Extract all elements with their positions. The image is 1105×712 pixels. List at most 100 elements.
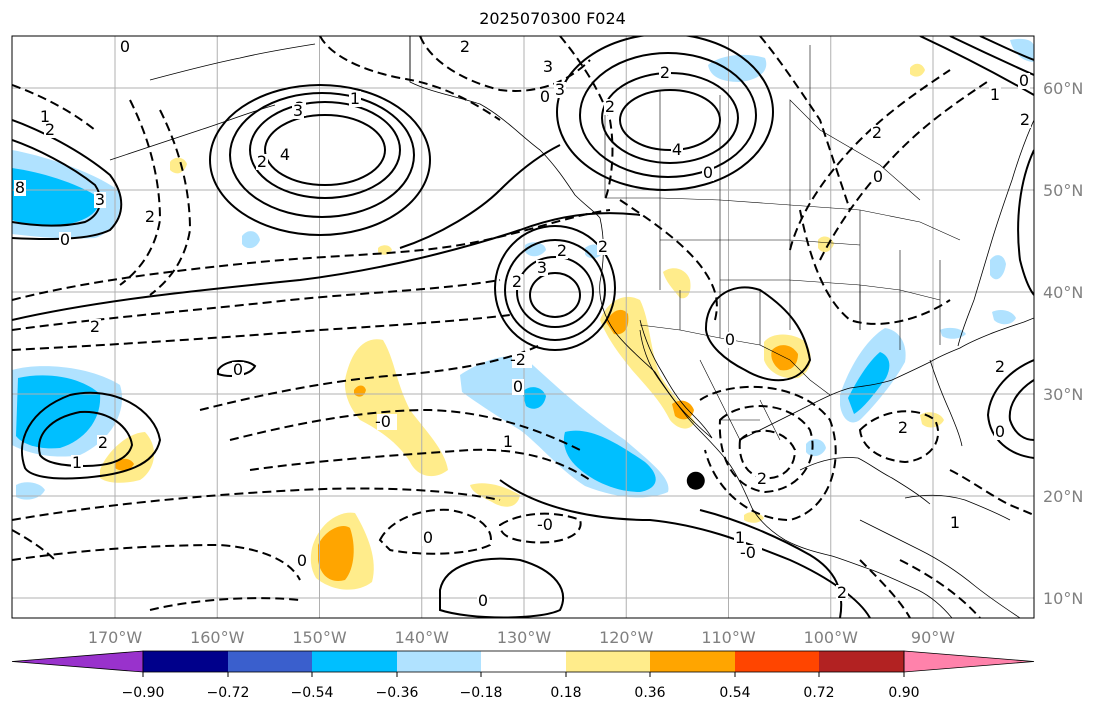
contour-label-background	[702, 165, 714, 181]
contour-low-california-4	[494, 225, 616, 351]
contour-label-background	[422, 530, 434, 546]
contour-label-background	[659, 65, 671, 81]
contour-label-background	[539, 89, 551, 105]
contour-label: 2	[257, 152, 267, 171]
shade-light-blue-yucatan	[806, 439, 826, 457]
contour-label: 2	[898, 418, 908, 437]
shade-light-blue-small-3	[242, 231, 260, 249]
dash-contour-22	[149, 109, 192, 296]
longitude-tick-label: 90°W	[911, 628, 955, 647]
colorbar-bin	[312, 651, 397, 672]
colorbar-extend-max	[903, 650, 1035, 673]
contour-label-background	[554, 82, 566, 98]
contour-sw-high-2	[38, 410, 134, 468]
dash-contour-17	[789, 69, 951, 251]
contour-label-background	[742, 545, 762, 561]
political-borders	[409, 36, 961, 441]
map-content: 203201243212832023202012403-2022-0210-00…	[12, 36, 1034, 618]
shade-light-blue-arctic	[708, 54, 767, 82]
contour-label-background	[512, 352, 532, 368]
dash-contour-5	[229, 408, 581, 451]
colorbar-tick-label: 0.90	[888, 685, 919, 701]
dash-contour-8	[12, 543, 301, 581]
dash-contour-25	[759, 36, 851, 211]
latitude-tick-label: 20°N	[1043, 487, 1083, 506]
contour-label: 3	[293, 101, 303, 120]
contour-low-california-2	[516, 256, 594, 328]
contour-low-california-3	[504, 239, 606, 341]
contour-label-background	[144, 209, 156, 225]
coast-baja	[639, 319, 713, 439]
dash-contour-6	[249, 448, 591, 481]
contour-label: 2	[995, 357, 1005, 376]
coast-gulf	[739, 317, 1034, 441]
dash-contour-19	[419, 36, 591, 92]
dash-contour-20	[319, 36, 501, 121]
contour-label-background	[89, 319, 101, 335]
contour-label: 1	[40, 107, 50, 126]
contour-label-background	[724, 332, 736, 348]
shade-orange-texas	[771, 345, 798, 371]
contour-label-background	[556, 243, 568, 259]
contour-high-canada-1	[619, 89, 721, 151]
longitude-tick-label: 150°W	[292, 628, 347, 647]
contour-label: 3	[95, 190, 105, 209]
contour-label-background	[597, 239, 609, 255]
latitude-tick-label: 60°N	[1043, 79, 1083, 98]
colorbar-frame	[142, 650, 905, 673]
contour-label-background	[542, 59, 554, 75]
dash-contour-14	[699, 385, 837, 522]
colorbar-bin	[735, 651, 819, 672]
contour-east-high-2	[1008, 379, 1034, 441]
coast-alaska	[409, 36, 953, 618]
contour-label: 0	[703, 163, 713, 182]
contour-label: 4	[672, 140, 682, 159]
contour-label-background	[536, 260, 548, 276]
contour-label: 4	[280, 145, 290, 164]
longitude-tick-label: 170°W	[88, 628, 143, 647]
contour-label: 0	[995, 422, 1005, 441]
border-canada-prov	[604, 90, 921, 205]
latitude-labels: 60°N 50°N 40°N 30°N 20°N 10°N	[1043, 79, 1083, 608]
contour-label-background	[671, 142, 683, 158]
colorbar-tick-label: 0.36	[634, 685, 665, 701]
colorbar-bin	[143, 651, 228, 672]
dash-contour-7	[12, 487, 501, 521]
dash-contour-30	[12, 529, 56, 561]
contour-label: 3	[537, 258, 547, 277]
contour-label: 0	[233, 360, 243, 379]
contour-label: 2	[605, 97, 615, 116]
colorbar-tick-label: −0.54	[291, 685, 334, 701]
contour-label-background	[871, 125, 883, 141]
contour-label-background	[502, 434, 514, 450]
contour-high-gulf-of-alaska-3	[229, 92, 415, 218]
contour-label-background	[71, 455, 83, 471]
colorbar-labels: −0.90 −0.72 −0.54 −0.36 −0.18 0.18 0.36 0.54 0.7…	[122, 672, 920, 701]
contour-high-gulf-of-alaska-4	[209, 84, 431, 236]
shade-yellow-small-south	[470, 483, 520, 507]
contour-label: 2	[837, 583, 847, 602]
contour-label: 2	[660, 63, 670, 82]
dash-contour-18	[799, 209, 951, 325]
colorbar-extend-min	[11, 650, 144, 673]
contour-label: 2	[872, 123, 882, 142]
solid-contours	[12, 36, 1034, 618]
dash-contour-16	[819, 79, 991, 261]
coast-florida	[929, 359, 963, 447]
shade-blue-gulfcoast	[848, 352, 890, 414]
location-marker	[686, 471, 705, 490]
dash-contour-11	[498, 512, 582, 544]
contour-label: -2	[510, 350, 526, 369]
colorbar-tick-label: 0.72	[803, 685, 834, 701]
map-frame	[11, 35, 1035, 619]
shade-orange-gulf	[672, 400, 694, 420]
latitude-tick-label: 40°N	[1043, 283, 1083, 302]
contour-label-background	[949, 515, 961, 531]
contour-label: 2	[598, 237, 608, 256]
contour-label: 2	[512, 272, 522, 291]
contour-label: 1	[350, 89, 360, 108]
dash-contour-1	[12, 209, 611, 301]
colorbar-tick-label: −0.90	[122, 685, 165, 701]
contour-label: 1	[950, 513, 960, 532]
colorbar-bin	[819, 651, 904, 672]
